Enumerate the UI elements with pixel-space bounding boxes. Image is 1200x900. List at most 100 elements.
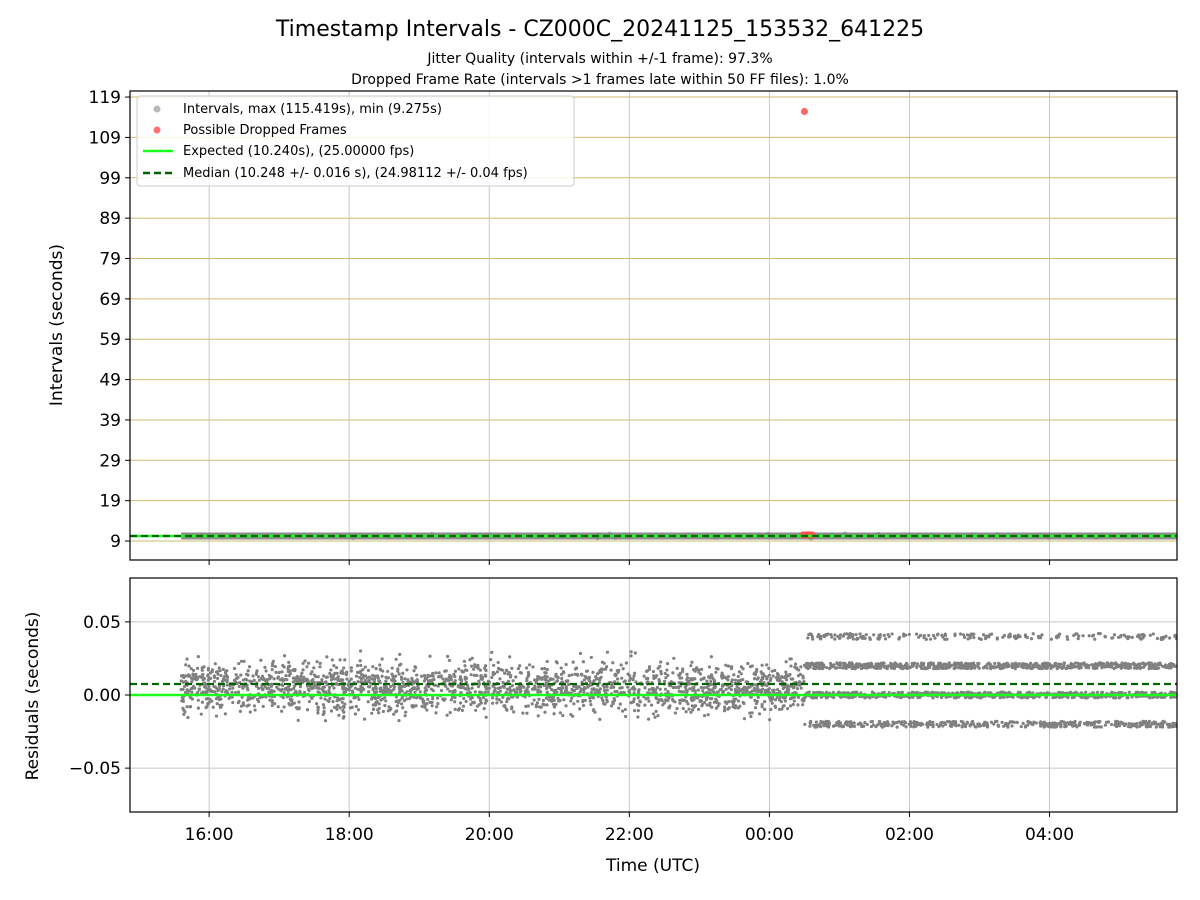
residual-point bbox=[816, 723, 820, 728]
residual-point bbox=[819, 664, 823, 668]
residual-point bbox=[541, 702, 545, 706]
residual-point bbox=[479, 677, 483, 681]
residual-point bbox=[1025, 696, 1029, 700]
residual-point bbox=[293, 678, 297, 683]
residual-point bbox=[706, 713, 710, 717]
residual-point bbox=[332, 686, 336, 690]
residual-point bbox=[450, 695, 455, 699]
residual-point bbox=[321, 703, 326, 707]
residual-point bbox=[605, 698, 609, 702]
residual-point bbox=[338, 658, 342, 662]
residual-point bbox=[545, 703, 549, 707]
residual-point bbox=[462, 696, 466, 701]
residual-point bbox=[225, 683, 229, 687]
residual-point bbox=[1034, 721, 1038, 725]
residual-point bbox=[347, 688, 351, 692]
intervals-y-tick-label: 89 bbox=[99, 209, 121, 229]
residual-point bbox=[310, 687, 314, 691]
residual-point bbox=[453, 700, 457, 704]
residual-point bbox=[245, 704, 249, 708]
residual-point bbox=[483, 666, 487, 670]
residual-point bbox=[473, 690, 477, 694]
residual-point bbox=[1074, 632, 1078, 636]
intervals-grid bbox=[130, 91, 1177, 560]
residual-point bbox=[614, 672, 618, 677]
residual-point bbox=[217, 666, 221, 670]
residual-point bbox=[1127, 665, 1131, 669]
residual-point bbox=[468, 691, 473, 695]
residual-point bbox=[526, 685, 530, 689]
residual-point bbox=[526, 704, 530, 708]
residual-point bbox=[182, 684, 187, 689]
residual-point bbox=[851, 724, 855, 728]
residual-point bbox=[359, 684, 363, 688]
residual-point bbox=[1113, 696, 1117, 700]
residual-point bbox=[855, 637, 859, 641]
residual-point bbox=[774, 676, 778, 680]
residual-point bbox=[689, 677, 693, 681]
residual-point bbox=[216, 676, 220, 681]
residual-point bbox=[509, 689, 513, 693]
residual-point bbox=[256, 675, 261, 679]
residual-point bbox=[316, 711, 320, 715]
residual-point bbox=[237, 699, 241, 703]
residual-point bbox=[235, 676, 239, 680]
residual-point bbox=[217, 684, 222, 688]
residual-point bbox=[224, 689, 228, 693]
residual-point bbox=[321, 712, 325, 717]
residual-point bbox=[269, 684, 274, 688]
residual-point bbox=[292, 687, 296, 691]
residual-point bbox=[1150, 690, 1154, 695]
residual-point bbox=[601, 667, 605, 671]
residual-point bbox=[231, 686, 235, 690]
residual-point bbox=[329, 674, 333, 678]
residual-point bbox=[1079, 691, 1084, 695]
residual-point bbox=[381, 709, 385, 714]
residual-point bbox=[1156, 722, 1160, 726]
residual-point bbox=[581, 660, 585, 664]
residual-point bbox=[632, 674, 636, 678]
residual-point bbox=[294, 706, 299, 710]
residual-point bbox=[511, 679, 515, 683]
residual-point bbox=[284, 674, 288, 678]
residual-point bbox=[935, 722, 939, 727]
residual-point bbox=[663, 671, 667, 676]
residual-point bbox=[1051, 696, 1055, 700]
residual-point bbox=[871, 723, 875, 727]
residual-point bbox=[305, 708, 310, 712]
residual-point bbox=[1026, 719, 1030, 724]
residual-point bbox=[257, 686, 261, 691]
residual-point bbox=[854, 664, 858, 669]
residual-point bbox=[797, 680, 802, 684]
residual-point bbox=[897, 720, 901, 724]
residual-point bbox=[1154, 722, 1158, 726]
residual-point bbox=[550, 699, 554, 703]
residual-point bbox=[665, 698, 670, 702]
residual-point bbox=[655, 685, 659, 689]
residual-point bbox=[331, 699, 335, 704]
residual-point bbox=[780, 707, 784, 711]
residual-point bbox=[554, 672, 558, 676]
residual-point bbox=[239, 659, 244, 663]
residual-point bbox=[397, 672, 401, 676]
residual-point bbox=[426, 697, 430, 701]
residual-point bbox=[968, 636, 972, 640]
residual-point bbox=[736, 699, 741, 703]
residual-point bbox=[799, 686, 803, 690]
residual-point bbox=[204, 682, 208, 687]
residual-point bbox=[1002, 724, 1006, 728]
residual-point bbox=[816, 690, 820, 695]
residual-point bbox=[651, 686, 655, 691]
residual-point bbox=[696, 688, 701, 692]
residual-point bbox=[741, 691, 745, 695]
residual-point bbox=[535, 701, 539, 705]
residual-point bbox=[1022, 695, 1026, 699]
residual-point bbox=[508, 655, 512, 659]
residual-point bbox=[1169, 666, 1173, 670]
residual-point bbox=[415, 673, 419, 677]
residual-point bbox=[801, 703, 805, 707]
residual-point bbox=[380, 674, 384, 678]
residual-point bbox=[1031, 632, 1035, 636]
residual-point bbox=[651, 712, 656, 716]
residual-point bbox=[1074, 723, 1078, 728]
